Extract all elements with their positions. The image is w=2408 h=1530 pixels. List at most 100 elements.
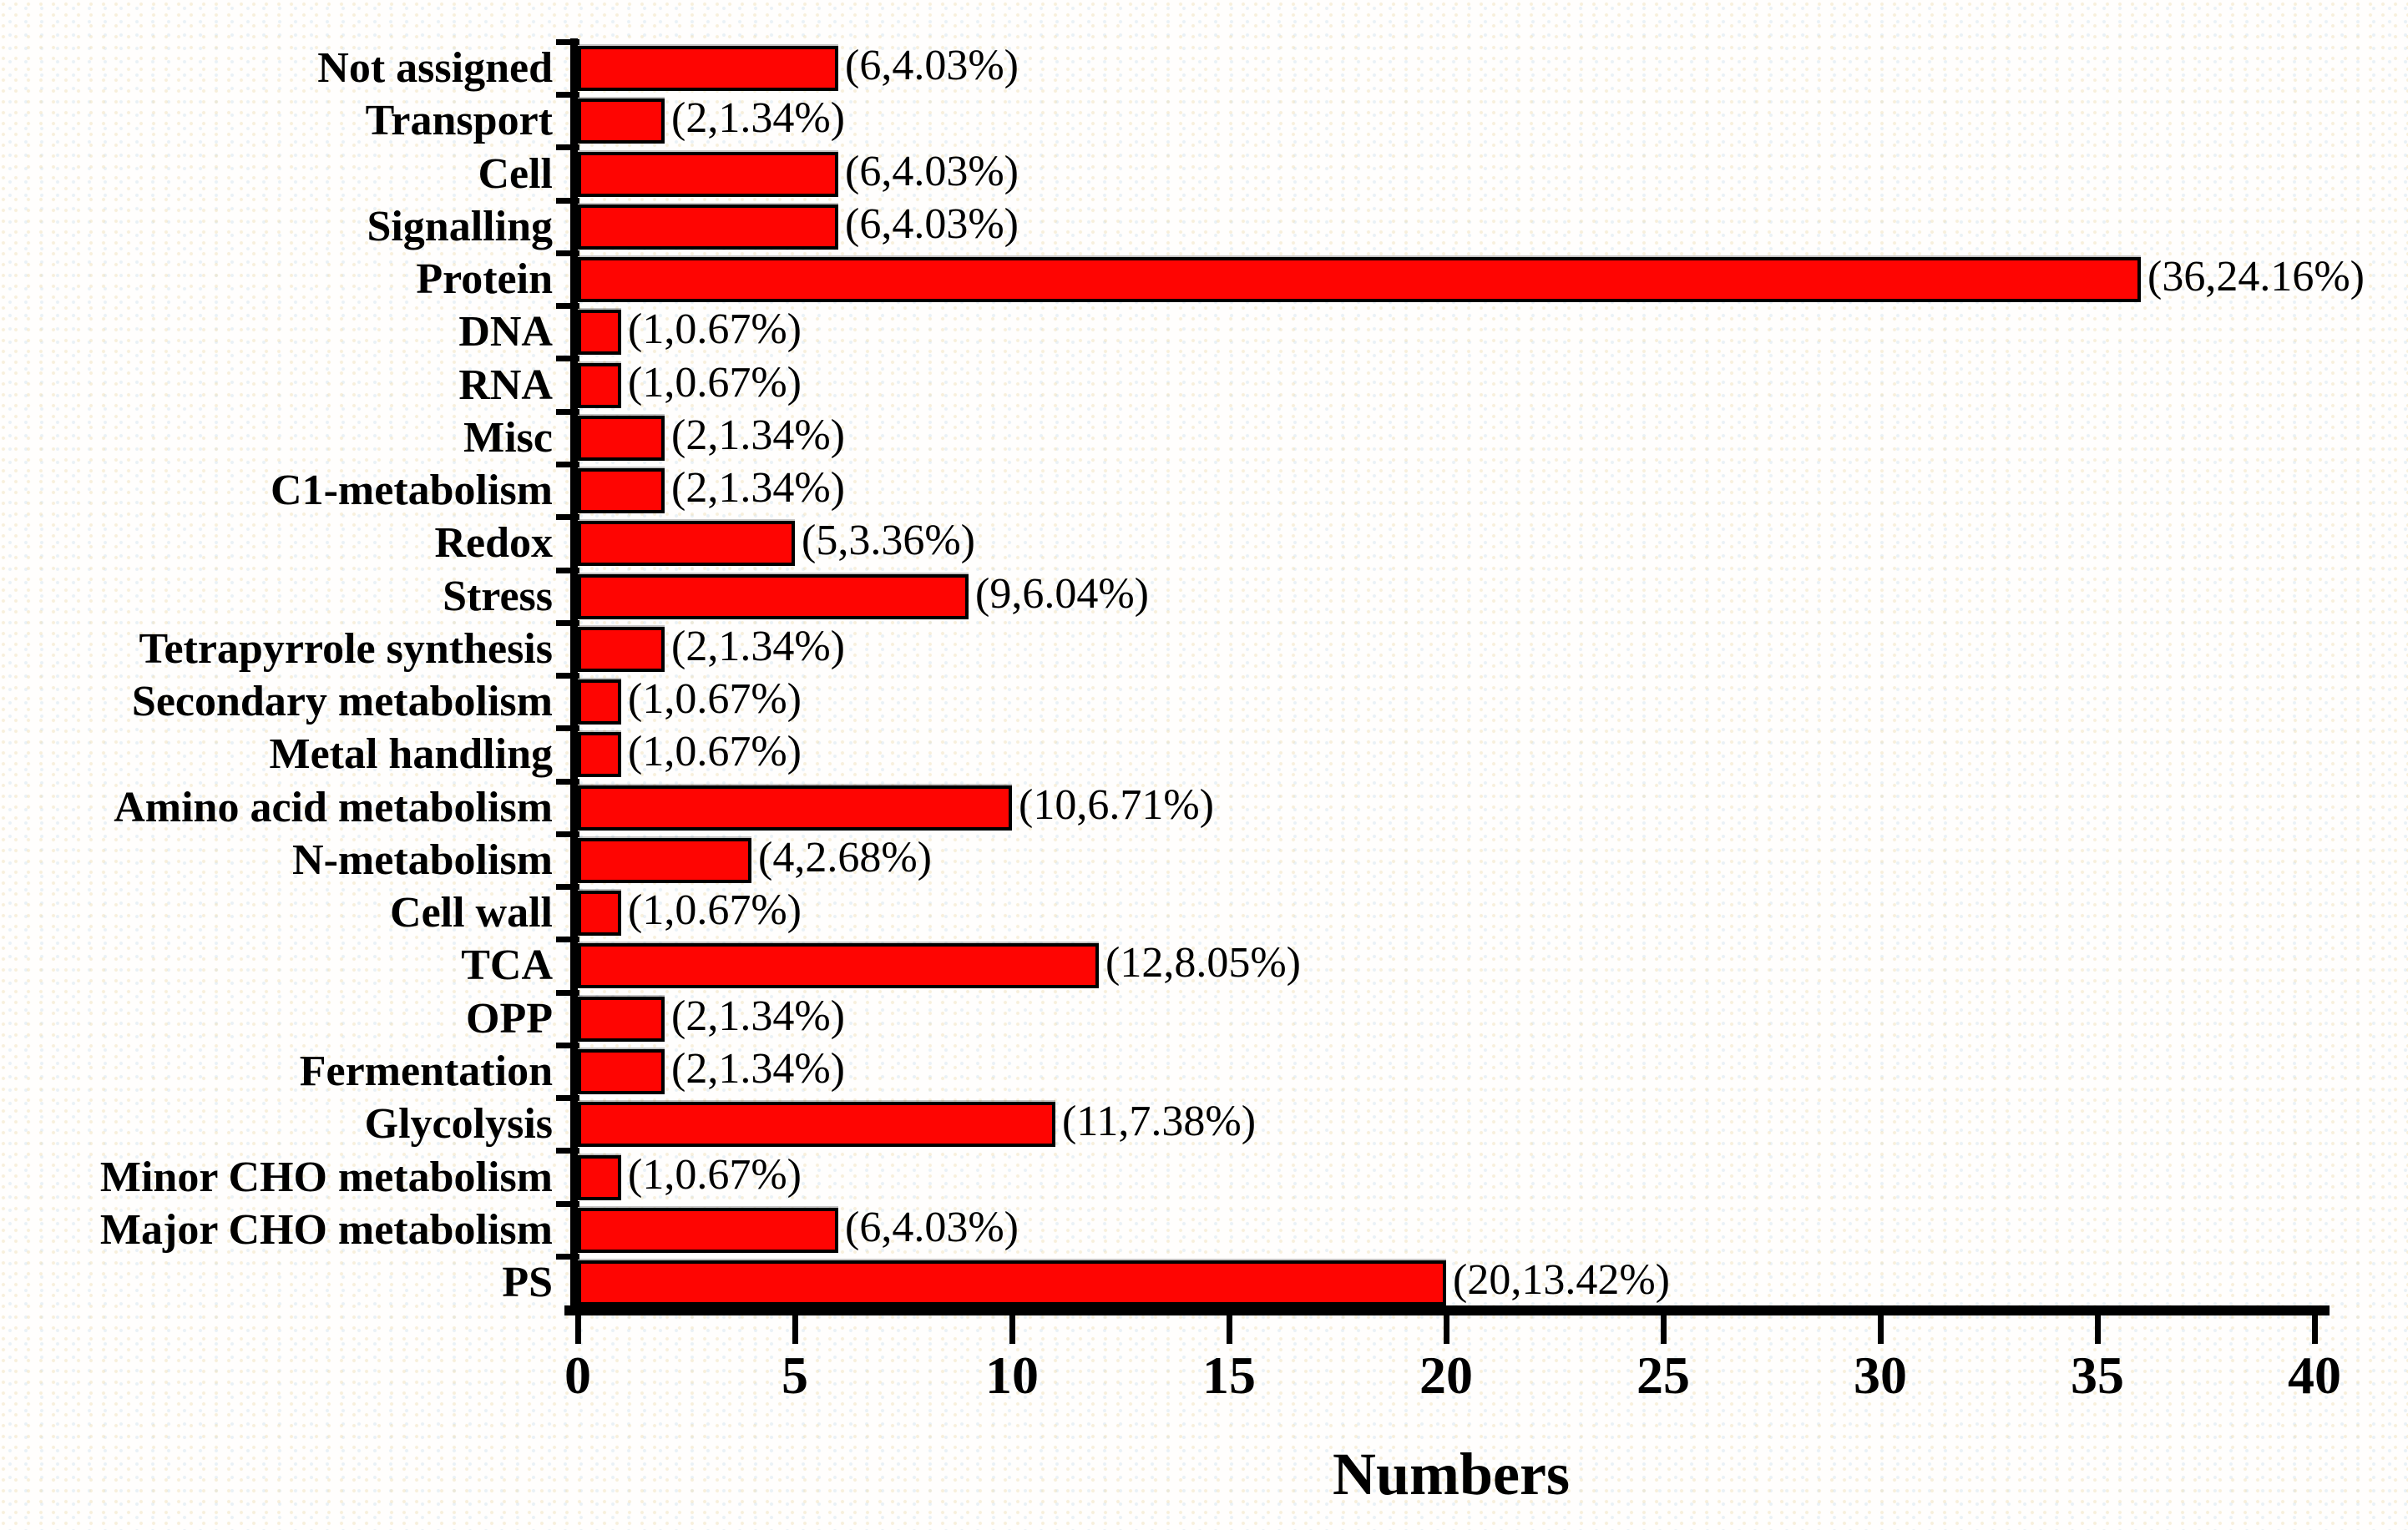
bar (578, 46, 838, 91)
value-label: (1,0.67%) (628, 358, 802, 406)
value-label: (6,4.03%) (845, 42, 1019, 89)
x-tick (1009, 1315, 1015, 1344)
x-tick-label: 15 (1202, 1346, 1256, 1405)
y-tick (556, 884, 579, 890)
category-label: Protein (416, 255, 553, 303)
y-tick (556, 514, 579, 521)
category-label: Signalling (367, 202, 553, 250)
y-tick (556, 461, 579, 467)
y-tick (556, 1253, 579, 1260)
y-tick (556, 250, 579, 256)
y-tick (556, 831, 579, 837)
bar (578, 98, 665, 144)
value-label: (12,8.05%) (1105, 939, 1301, 987)
bar (578, 996, 665, 1042)
value-label: (2,1.34%) (671, 464, 845, 513)
category-label: OPP (466, 994, 553, 1043)
bar (578, 837, 751, 883)
x-tick (1877, 1315, 1884, 1344)
bar (578, 732, 621, 778)
value-label: (2,1.34%) (671, 411, 845, 459)
bar (578, 362, 621, 408)
bar (578, 1207, 838, 1253)
y-tick (556, 38, 579, 45)
value-label: (36,24.16%) (2147, 253, 2365, 300)
category-label: N-metabolism (292, 836, 553, 884)
x-tick (792, 1315, 798, 1344)
y-tick (556, 144, 579, 151)
y-tick (556, 989, 579, 996)
bar (578, 1154, 621, 1200)
x-tick-label: 0 (564, 1346, 591, 1405)
bar (578, 521, 795, 567)
bar (578, 468, 665, 514)
x-tick-label: 35 (2071, 1346, 2124, 1405)
category-label: Redox (434, 519, 553, 568)
category-label: Stress (443, 572, 553, 620)
bar (578, 785, 1012, 831)
bar (578, 573, 969, 619)
category-label: Major CHO metabolism (99, 1205, 553, 1254)
value-label: (1,0.67%) (628, 675, 802, 724)
value-label: (6,4.03%) (845, 1203, 1019, 1251)
category-label: Not assigned (317, 44, 553, 92)
bar (578, 891, 621, 937)
x-tick-label: 40 (2288, 1346, 2341, 1405)
category-label: TCA (461, 942, 553, 990)
value-label: (20,13.42%) (1453, 1256, 1670, 1304)
x-tick (1660, 1315, 1667, 1344)
y-tick (556, 1095, 579, 1102)
category-label: PS (502, 1259, 553, 1306)
category-label: Secondary metabolism (131, 678, 553, 726)
x-tick-label: 30 (1854, 1346, 1907, 1405)
value-label: (1,0.67%) (628, 1150, 802, 1199)
category-label: Transport (365, 97, 553, 145)
value-label: (2,1.34%) (671, 94, 845, 143)
x-axis-title: Numbers (1333, 1441, 1570, 1507)
value-label: (2,1.34%) (671, 622, 845, 670)
category-label: Cell wall (390, 889, 553, 937)
y-tick (556, 937, 579, 943)
category-label: Fermentation (299, 1047, 553, 1095)
bar (578, 310, 621, 356)
x-tick-label: 10 (985, 1346, 1039, 1405)
value-label: (1,0.67%) (628, 886, 802, 935)
category-label: Glycolysis (364, 1100, 553, 1149)
category-label: DNA (458, 308, 553, 356)
value-label: (1,0.67%) (628, 728, 802, 776)
value-label: (2,1.34%) (671, 992, 845, 1040)
value-label: (6,4.03%) (845, 147, 1019, 195)
value-label: (6,4.03%) (845, 199, 1019, 248)
category-label: Tetrapyrrole synthesis (139, 624, 553, 673)
x-tick (2094, 1315, 2101, 1344)
category-label: RNA (458, 361, 553, 409)
value-label: (5,3.36%) (802, 517, 975, 565)
bar (578, 415, 665, 461)
x-tick (574, 1315, 581, 1344)
y-tick (556, 197, 579, 204)
category-label: Misc (463, 413, 553, 462)
bar (578, 1260, 1446, 1305)
bar (578, 679, 621, 725)
bar (578, 257, 2141, 302)
y-tick (556, 725, 579, 732)
y-tick (556, 1200, 579, 1207)
category-label: Metal handling (269, 730, 554, 779)
value-label: (2,1.34%) (671, 1044, 845, 1093)
category-label: C1-metabolism (271, 467, 553, 515)
y-tick (556, 619, 579, 626)
x-tick-label: 20 (1419, 1346, 1473, 1405)
y-tick (556, 408, 579, 415)
x-tick-label: 5 (782, 1346, 808, 1405)
y-tick (556, 778, 579, 785)
category-label: Minor CHO metabolism (99, 1153, 553, 1201)
x-tick-label: 25 (1637, 1346, 1690, 1405)
y-tick (556, 303, 579, 310)
bar (578, 1048, 665, 1094)
bar (578, 943, 1099, 989)
bar (578, 151, 838, 197)
y-tick (556, 1042, 579, 1048)
y-tick (556, 92, 579, 98)
x-tick (1226, 1315, 1232, 1344)
